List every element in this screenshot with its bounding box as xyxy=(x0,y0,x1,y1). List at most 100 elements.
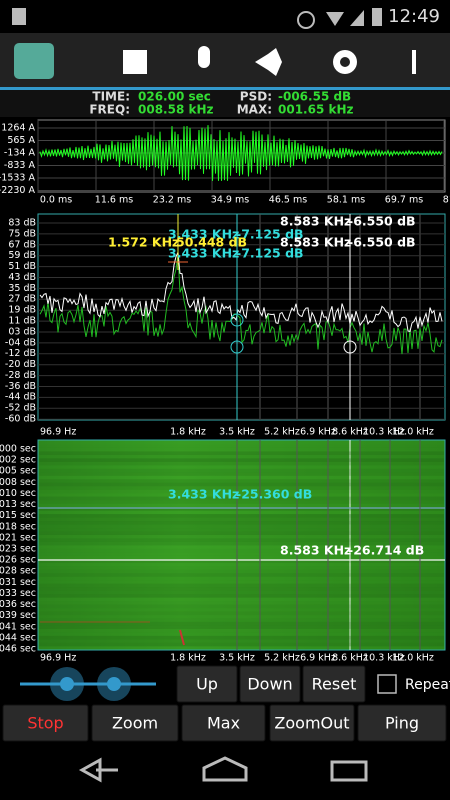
y-tick-label: 041 sec xyxy=(0,621,36,632)
x-tick-label: 12.0 kHz xyxy=(392,653,434,664)
y-tick-label: 27 dB xyxy=(8,294,36,305)
x-tick-label: 3.5 kHz xyxy=(219,427,255,438)
y-tick-label: 002 sec xyxy=(0,455,36,466)
spectrogram-band xyxy=(39,618,444,622)
y-tick-label: -52 dB xyxy=(5,403,36,414)
button-label[interactable]: Up xyxy=(196,675,218,694)
slider-thumb[interactable] xyxy=(107,677,121,691)
nav-bar xyxy=(0,742,450,800)
cursor-freq: 3.433 KHz xyxy=(168,487,239,502)
wave-icon[interactable] xyxy=(255,48,282,76)
status-bar xyxy=(0,0,450,33)
cursor-level: 50.448 dB xyxy=(176,235,247,250)
y-tick-label: 11 dB xyxy=(8,316,36,327)
y-tick-label: -20 dB xyxy=(5,359,36,370)
signal-icon xyxy=(350,10,364,26)
spectrogram-band xyxy=(39,468,444,473)
mic-icon[interactable] xyxy=(198,46,210,68)
y-tick-label: 015 sec xyxy=(0,510,36,521)
info-label: TIME: xyxy=(92,90,130,104)
cursor-level: -7.125 dB xyxy=(236,246,304,261)
alarm-icon xyxy=(297,11,316,29)
spectrogram-band xyxy=(39,496,444,501)
y-tick-label: 026 sec xyxy=(0,555,36,566)
spectrogram-band xyxy=(39,528,444,532)
button[interactable] xyxy=(302,665,366,703)
app-icon[interactable] xyxy=(14,43,54,79)
y-tick-label: 35 dB xyxy=(8,283,36,294)
slider-thumb[interactable] xyxy=(60,677,74,691)
home-button[interactable] xyxy=(202,756,248,782)
checkbox-label[interactable]: Repeat xyxy=(405,677,450,693)
y-tick-label: -60 dB xyxy=(5,414,36,425)
button-label[interactable]: Reset xyxy=(312,675,357,694)
button-label[interactable]: Stop xyxy=(27,714,63,733)
button[interactable] xyxy=(2,704,89,742)
grid-icon[interactable] xyxy=(123,50,147,74)
spectrogram-band xyxy=(39,632,444,636)
back-button[interactable] xyxy=(78,757,118,783)
y-tick-label: 013 sec xyxy=(0,499,36,510)
info-value: -006.55 dB xyxy=(278,90,351,104)
spectrogram-band xyxy=(39,642,444,647)
x-tick-label: 1.8 kHz xyxy=(170,427,206,438)
y-tick-label: -1533 A xyxy=(0,173,35,184)
x-tick-label: 34.9 ms xyxy=(211,195,249,206)
spectrogram-band xyxy=(39,507,444,511)
button[interactable] xyxy=(239,665,301,703)
spectrogram-band xyxy=(39,604,444,609)
cursor-freq: 8.583 KHz xyxy=(280,543,351,558)
spectrogram-band xyxy=(39,608,444,612)
button[interactable] xyxy=(91,704,179,742)
checkbox[interactable] xyxy=(377,674,397,694)
spectrum-trace xyxy=(39,254,443,355)
y-tick-label: 83 dB xyxy=(8,218,36,229)
cursor-freq: 8.583 KHz xyxy=(280,214,351,229)
cursor-level: -7.125 dB xyxy=(236,227,304,242)
spectrogram-band xyxy=(39,587,444,591)
info-label: MAX: xyxy=(237,103,272,117)
cursor-marker xyxy=(230,340,244,354)
x-tick-label: 12.0 kHz xyxy=(392,427,434,438)
x-tick-label: 1.8 kHz xyxy=(170,653,206,664)
button-label[interactable]: Ping xyxy=(385,714,419,733)
button-label[interactable]: Max xyxy=(207,714,240,733)
y-tick-label: 67 dB xyxy=(8,239,36,250)
button[interactable] xyxy=(181,704,266,742)
recents-button[interactable] xyxy=(330,760,368,782)
y-tick-label: 1264 A xyxy=(1,123,35,134)
button-label[interactable]: ZoomOut xyxy=(274,714,349,733)
y-tick-label: 046 sec xyxy=(0,644,36,655)
spectrogram-band xyxy=(39,569,444,574)
cursor-freq: 3.433 KHz xyxy=(168,227,239,242)
spectrogram-band xyxy=(39,580,444,584)
y-tick-label: 028 sec xyxy=(0,566,36,577)
spectrogram-band xyxy=(39,576,444,581)
y-tick-label: 010 sec xyxy=(0,488,36,499)
x-tick-label: 81.4 ms xyxy=(443,195,450,206)
y-tick-label: -36 dB xyxy=(5,381,36,392)
spectrogram-band xyxy=(39,521,444,525)
spectrogram-band xyxy=(39,465,444,469)
x-tick-label: 3.5 kHz xyxy=(219,653,255,664)
overflow-icon[interactable] xyxy=(412,50,416,74)
y-tick-label: 018 sec xyxy=(0,521,36,532)
y-tick-label: 044 sec xyxy=(0,632,36,643)
button-label[interactable]: Zoom xyxy=(112,714,158,733)
spectrogram-band xyxy=(39,594,444,598)
spectrogram-band xyxy=(39,441,444,445)
button[interactable] xyxy=(357,704,447,742)
y-tick-label: 75 dB xyxy=(8,228,36,239)
spectrogram-plot[interactable] xyxy=(37,439,446,651)
x-tick-label: 69.7 ms xyxy=(385,195,423,206)
button-label[interactable]: Down xyxy=(247,675,292,694)
x-tick-label: 10.3 kHz xyxy=(363,653,405,664)
spectrogram-band xyxy=(39,514,444,518)
button[interactable] xyxy=(176,665,238,703)
spectrogram-band xyxy=(39,444,444,448)
button[interactable] xyxy=(269,704,355,742)
spectrogram-band xyxy=(39,611,444,616)
cursor-level: -25.360 dB xyxy=(236,487,312,502)
x-tick-label: 96.9 Hz xyxy=(40,653,76,664)
